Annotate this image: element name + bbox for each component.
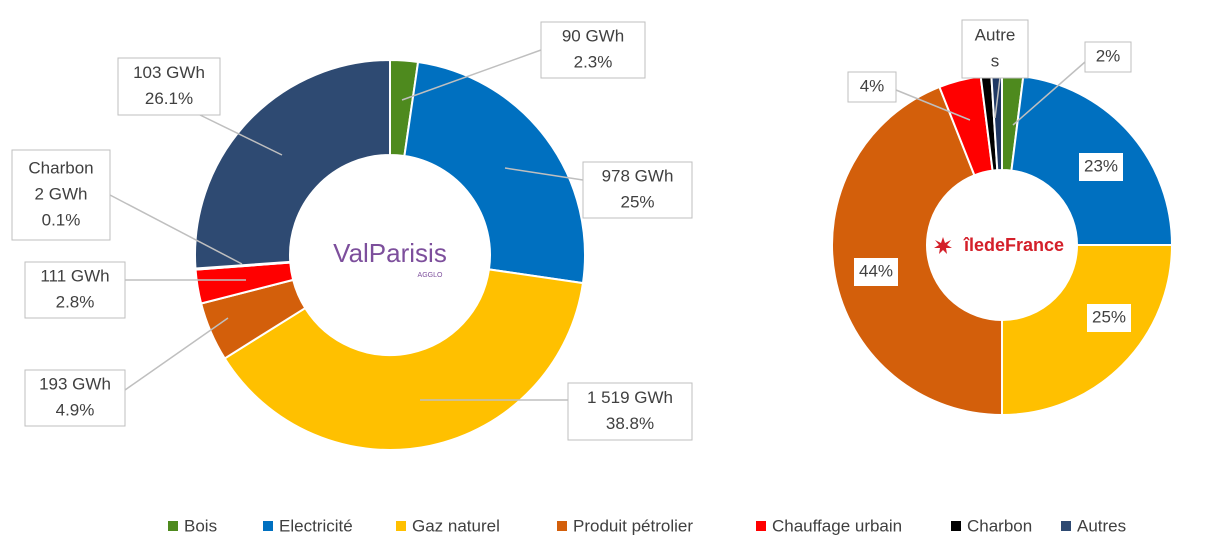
legend-swatch <box>951 521 961 531</box>
data-label: 23% <box>1084 156 1118 175</box>
legend-swatch <box>168 521 178 531</box>
legend-swatch <box>396 521 406 531</box>
label-box <box>24 261 126 319</box>
label-box <box>582 161 693 219</box>
data-label: Autre <box>975 25 1016 44</box>
data-label: 111 GWh <box>40 266 109 285</box>
center-logo: ValParisis <box>333 238 447 268</box>
legend-label: Bois <box>184 516 217 535</box>
data-label: 4% <box>860 76 885 95</box>
data-label: 2.8% <box>56 292 95 311</box>
label-box <box>117 57 221 116</box>
data-label: 0.1% <box>42 210 81 229</box>
slice <box>194 58 391 270</box>
legend-swatch <box>756 521 766 531</box>
leader-line <box>994 77 1001 119</box>
leader-line <box>124 317 229 391</box>
leader-line <box>504 167 584 181</box>
label-box <box>567 382 693 441</box>
label-box <box>854 258 898 286</box>
data-label: 2.3% <box>574 52 613 71</box>
data-label: 2% <box>1096 46 1121 65</box>
center-logo: îledeFrance <box>963 235 1064 255</box>
leader-line <box>109 194 243 265</box>
data-label: 4.9% <box>56 400 95 419</box>
label-box <box>961 19 1029 79</box>
data-label: 25% <box>1092 307 1126 326</box>
data-label: 2 GWh <box>35 184 88 203</box>
data-label: s <box>991 51 1000 70</box>
label-box <box>1087 304 1131 332</box>
legend-label: Chauffage urbain <box>772 516 902 535</box>
slice <box>223 268 585 451</box>
label-box <box>1084 41 1132 73</box>
data-label: 25% <box>620 192 654 211</box>
legend-label: Produit pétrolier <box>573 516 693 535</box>
data-label: 978 GWh <box>602 166 674 185</box>
label-box <box>24 369 126 427</box>
legend-label: Autres <box>1077 516 1126 535</box>
legend-swatch <box>557 521 567 531</box>
legend-swatch <box>1061 521 1071 531</box>
label-box <box>847 71 897 103</box>
legend-label: Electricité <box>279 516 353 535</box>
leader-line <box>401 49 542 101</box>
label-box <box>11 149 111 241</box>
data-label: 1 519 GWh <box>587 388 673 407</box>
data-label: Charbon <box>28 158 93 177</box>
idf-star <box>934 237 952 254</box>
data-label: 90 GWh <box>562 26 624 45</box>
data-label: 38.8% <box>606 414 654 433</box>
data-label: 103 GWh <box>133 63 205 82</box>
legend-label: Charbon <box>967 516 1032 535</box>
data-label: 26.1% <box>145 89 193 108</box>
center-logo-sub: AGGLO <box>418 272 443 279</box>
data-label: 193 GWh <box>39 374 111 393</box>
label-box <box>1079 153 1123 181</box>
legend-swatch <box>263 521 273 531</box>
slice <box>403 60 586 285</box>
legend-label: Gaz naturel <box>412 516 500 535</box>
leader-line <box>1012 61 1086 126</box>
slice <box>831 85 1003 417</box>
label-box <box>540 21 646 79</box>
leader-line <box>895 89 971 121</box>
data-label: 44% <box>859 261 893 280</box>
leader-line <box>199 114 283 156</box>
